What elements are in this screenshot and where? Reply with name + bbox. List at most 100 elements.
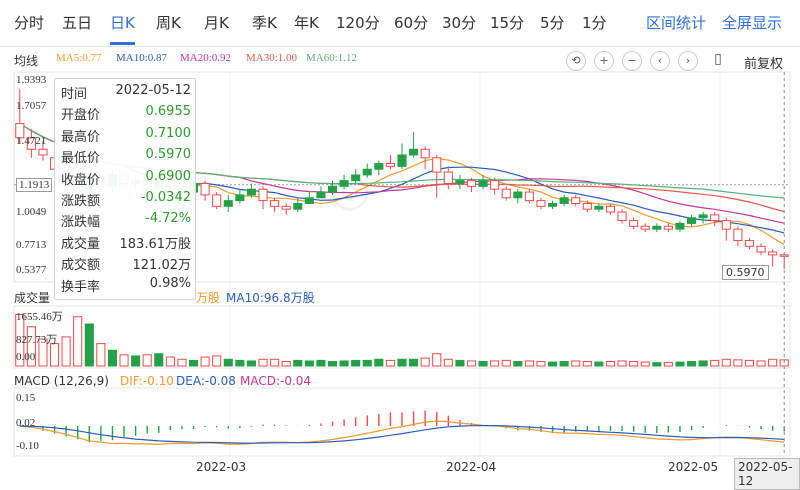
volume-bar: [536, 361, 546, 367]
volume-bar: [235, 359, 245, 367]
volume-bar: [698, 360, 708, 367]
volume-bar: [154, 353, 164, 367]
candle-body: [594, 205, 604, 210]
candle-body: [490, 180, 500, 190]
x-tick: 2022-04: [446, 460, 497, 474]
zoom-in-icon[interactable]: +: [594, 51, 614, 71]
volume-bar: [61, 336, 71, 367]
price-tick: 1.7057: [16, 100, 47, 112]
tooltip-label: 成交量: [61, 236, 101, 252]
macd-panel-frame: [13, 387, 791, 457]
tooltip-row: 成交额 121.02万: [61, 254, 191, 274]
tooltip-row: 换手率 0.98%: [61, 276, 191, 295]
candle-body: [478, 180, 488, 187]
tooltip-row: 涨跌幅 -4.72%: [61, 211, 191, 230]
candle-body: [524, 191, 534, 202]
volume-bar: [443, 358, 453, 367]
volume-bar: [374, 358, 384, 367]
candle-body: [768, 251, 778, 256]
volume-bar: [652, 362, 662, 367]
tooltip-row: 时间 2022-05-12: [61, 83, 191, 102]
tab-3[interactable]: 周K: [156, 14, 181, 32]
ma-legend-item: MA10:0.87: [116, 52, 168, 64]
candle-body: [374, 163, 384, 170]
tab-7[interactable]: 120分: [336, 14, 380, 32]
volume-bar: [38, 338, 48, 367]
ma-legend-item: MA30:1.00: [246, 52, 298, 64]
tab-10[interactable]: 15分: [490, 14, 525, 32]
period-tab-bar: 分时 五日 日K 周K 月K 季K 年K 120分 60分 30分 15分 5分 1分 区间统计 全屏显示: [0, 0, 800, 47]
tooltip-value: 0.7100: [145, 125, 192, 141]
ma-legend: 均线 MA5:0.77 MA10:0.87 MA20:0.92 MA30:1.00 MA6…: [0, 52, 560, 68]
volume-bar: [177, 358, 187, 367]
candle-body: [710, 214, 720, 222]
volume-ma10-label: MA10:96.8万股: [226, 291, 315, 305]
tooltip-label: 成交额: [61, 258, 101, 274]
tab-1[interactable]: 五日: [62, 14, 93, 32]
candle-body: [466, 180, 477, 187]
tab-6[interactable]: 年K: [294, 14, 319, 32]
left-arrow-icon[interactable]: ‹: [650, 51, 670, 71]
volume-bar: [490, 360, 500, 367]
volume-bar: [455, 359, 465, 367]
candle-body: [327, 185, 338, 193]
tab-5[interactable]: 季K: [252, 14, 277, 32]
volume-bar: [385, 359, 395, 367]
volume-bar: [617, 360, 627, 367]
restore-type-select[interactable]: 前复权: [744, 57, 784, 72]
candle-body: [26, 137, 36, 150]
tab-2[interactable]: 日K: [110, 12, 135, 45]
tooltip-label: 涨跌额: [61, 194, 101, 209]
tab-12[interactable]: 1分: [582, 14, 607, 32]
right-arrow-icon[interactable]: ›: [678, 51, 698, 71]
candle-body: [432, 157, 442, 173]
volume-bar: [768, 358, 778, 367]
candle-body: [629, 220, 639, 227]
volume-bar: [675, 361, 685, 367]
volume-bar: [432, 353, 442, 367]
x-tick: 2022-03: [196, 460, 247, 474]
candlestick-icon[interactable]: ▯: [708, 51, 728, 71]
candle-body: [733, 228, 743, 242]
zoom-out-icon[interactable]: −: [622, 51, 642, 71]
tab-8[interactable]: 60分: [394, 14, 429, 32]
x-tick: 2022-05: [668, 460, 719, 474]
tooltip-value: -4.72%: [145, 211, 191, 227]
candle-body: [559, 197, 569, 204]
reset-icon[interactable]: ⟲: [566, 51, 586, 71]
macd-tick: 0.02: [16, 417, 36, 429]
tab-4[interactable]: 月K: [204, 14, 229, 32]
fullscreen-button[interactable]: 全屏显示: [722, 14, 783, 32]
price-tick: 1.9393: [16, 74, 47, 86]
volume-bar: [316, 359, 326, 367]
tab-9[interactable]: 30分: [442, 14, 477, 32]
candle-body: [617, 211, 627, 222]
volume-bar: [409, 358, 419, 367]
volume-bar: [49, 343, 60, 367]
tooltip-value: 2022-05-12: [115, 83, 191, 98]
dif-line: [19, 420, 785, 446]
tab-11[interactable]: 5分: [540, 14, 565, 32]
volume-bar: [420, 357, 430, 367]
volume-title: 成交量: [14, 291, 51, 305]
candle-body: [281, 205, 291, 210]
volume-bar: [270, 358, 280, 367]
candle-body: [640, 225, 650, 230]
candle-body: [582, 202, 592, 210]
range-stats-button[interactable]: 区间统计: [646, 14, 707, 32]
volume-bar: [629, 361, 639, 367]
volume-ma5-label: 万股: [196, 291, 221, 305]
candle-body: [15, 123, 25, 139]
ma-legend-item: MA20:0.92: [180, 52, 232, 64]
candle-body: [536, 200, 546, 207]
dea-line: [19, 425, 785, 444]
volume-bar: [663, 362, 673, 367]
tab-0[interactable]: 分时: [14, 14, 45, 32]
volume-bar: [733, 359, 743, 367]
candle-body: [779, 254, 789, 257]
volume-bar: [258, 358, 268, 367]
volume-bar: [15, 313, 25, 367]
candle-body: [397, 154, 407, 167]
volume-tick: 827.73万: [16, 334, 58, 346]
volume-bar: [246, 360, 256, 367]
